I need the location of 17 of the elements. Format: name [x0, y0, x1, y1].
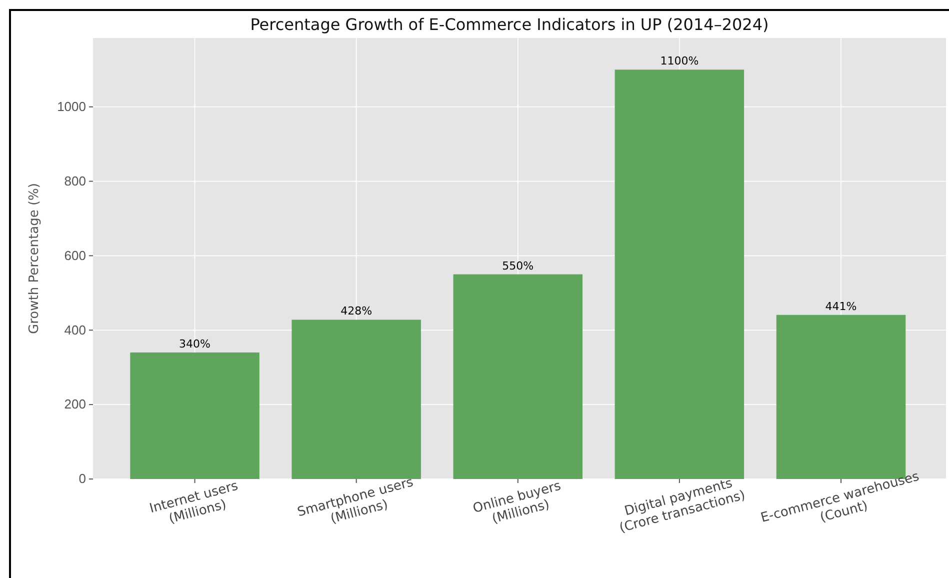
bar [130, 352, 260, 479]
y-tick-label: 600 [64, 248, 86, 263]
y-tick-label: 200 [64, 396, 86, 412]
chart-title: Percentage Growth of E-Commerce Indicators in UP (2014–2024) [250, 15, 769, 34]
data-label: 550% [502, 259, 534, 272]
data-label: 340% [179, 337, 211, 350]
y-axis-title: Growth Percentage (%) [27, 183, 42, 334]
bar [614, 70, 744, 479]
data-label: 441% [825, 300, 857, 313]
data-label: 428% [340, 304, 372, 318]
data-label: 1100% [660, 54, 699, 68]
y-tick-label: 400 [64, 322, 86, 338]
y-tick-label: 0 [78, 471, 86, 486]
bar [292, 320, 421, 479]
y-tick-label: 1000 [57, 99, 86, 114]
y-tick-label: 800 [64, 173, 86, 188]
bar [453, 274, 583, 479]
